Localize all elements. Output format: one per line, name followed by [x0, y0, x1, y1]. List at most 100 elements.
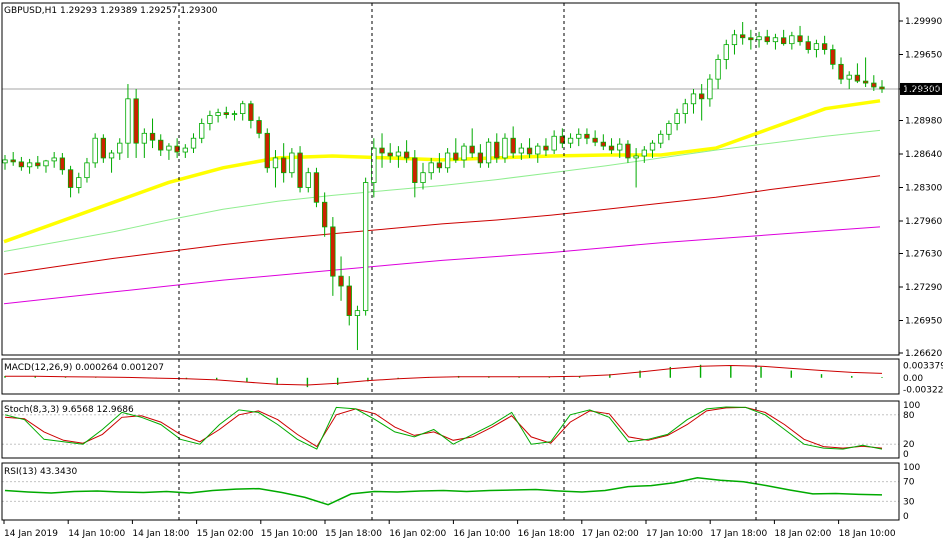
candle — [854, 74, 861, 82]
candle — [240, 103, 246, 115]
candle — [715, 59, 721, 80]
panel-frame — [1, 400, 900, 459]
candle — [166, 145, 172, 151]
candle — [731, 34, 738, 46]
price-tick-label: 1.29990 — [905, 17, 942, 27]
price-tick-label: 1.28980 — [905, 117, 942, 127]
time-tick-label: 15 Jan 02:00 — [197, 529, 254, 539]
candle — [625, 143, 631, 159]
candle — [248, 103, 254, 121]
macd-signal-line — [5, 364, 883, 386]
candle — [125, 98, 131, 144]
candle — [494, 141, 500, 159]
candle — [182, 147, 188, 153]
candle — [821, 43, 828, 50]
candle — [141, 132, 147, 144]
candle — [305, 172, 311, 188]
candle — [76, 177, 82, 188]
price-tick-label: 1.27630 — [905, 249, 942, 259]
candle — [444, 152, 451, 169]
candle — [420, 172, 426, 183]
candle — [322, 201, 328, 228]
candle — [690, 93, 697, 105]
stoch-signal-line — [4, 406, 883, 449]
candle — [633, 155, 639, 159]
candle — [600, 141, 606, 147]
candle — [658, 133, 664, 144]
candle — [797, 35, 803, 43]
current-price-label: 1.29300 — [903, 85, 940, 95]
candle — [92, 137, 98, 164]
panel-frame — [1, 358, 900, 395]
moving-average-red — [3, 175, 881, 275]
candle — [108, 152, 115, 159]
candle — [362, 182, 369, 312]
candle — [313, 172, 320, 203]
candle — [43, 160, 49, 167]
panel-frame — [1, 2, 900, 356]
candle — [199, 123, 205, 139]
candle — [641, 149, 647, 157]
price-tick-label: 1.28640 — [905, 150, 942, 160]
candle — [10, 159, 16, 163]
rsi-tick-label: 70 — [903, 478, 915, 488]
candle — [133, 98, 139, 144]
price-tick-label: 1.26620 — [905, 349, 942, 359]
time-tick-label: 14 Jan 18:00 — [132, 529, 189, 539]
candle — [526, 147, 533, 155]
time-tick-label: 18 Jan 10:00 — [839, 529, 896, 539]
candle — [813, 43, 820, 50]
candle — [723, 44, 729, 60]
candle — [576, 133, 582, 139]
candle — [862, 80, 869, 84]
candle — [485, 141, 492, 164]
candle — [682, 103, 688, 115]
candle — [740, 34, 746, 39]
candle — [264, 132, 270, 169]
macd-panel[interactable]: 0.003379 0.00-0.003228 — [4, 362, 943, 396]
price-axis: 1.29990 1.29650 1.29300 1.28980 1.28640 1.283… — [899, 17, 942, 359]
candle — [838, 63, 844, 80]
candle — [100, 137, 107, 159]
symbol-ohlc-header: GBPUSD,H1 1.29293 1.29389 1.29257 1.2930… — [4, 6, 218, 16]
rsi-tick-label: 100 — [903, 463, 920, 473]
time-tick-label: 15 Jan 10:00 — [261, 529, 318, 539]
price-tick-label: 1.26950 — [905, 316, 942, 326]
candle — [354, 310, 361, 316]
price-tick-label: 1.27290 — [905, 283, 942, 293]
candle — [551, 135, 557, 151]
candle — [338, 275, 344, 287]
candle — [805, 41, 811, 50]
candle — [207, 115, 213, 124]
candle — [158, 139, 164, 151]
panel-frame — [1, 462, 900, 521]
candle — [436, 162, 443, 169]
candle — [272, 157, 279, 169]
rsi-panel[interactable]: 100 70 30 0 — [2, 463, 920, 522]
candle — [543, 145, 549, 151]
moving-average-lightgreen — [3, 129, 881, 252]
time-tick-label: 14 Jan 10:00 — [68, 529, 125, 539]
candle — [18, 161, 25, 168]
macd-label: MACD(12,26,9) 0.000264 0.001207 — [4, 363, 164, 373]
candle — [379, 147, 385, 154]
candle — [608, 145, 615, 151]
candle — [559, 135, 565, 144]
stoch-tick-label: 20 — [903, 440, 915, 450]
stoch-label: Stoch(8,3,3) 9.6568 12.9686 — [4, 405, 134, 415]
candle — [387, 152, 393, 157]
price-panel[interactable]: 1.29300 — [2, 21, 942, 351]
candle — [707, 78, 713, 100]
candle — [617, 143, 623, 151]
macd-tick-label: 0.00 — [903, 374, 923, 384]
rsi-line — [4, 477, 883, 506]
candle — [748, 37, 754, 41]
candle — [281, 157, 287, 174]
candle — [699, 93, 705, 100]
candle — [223, 112, 229, 115]
rsi-label: RSI(13) 43.3430 — [4, 467, 77, 477]
candle — [879, 86, 885, 90]
candle — [666, 123, 672, 135]
